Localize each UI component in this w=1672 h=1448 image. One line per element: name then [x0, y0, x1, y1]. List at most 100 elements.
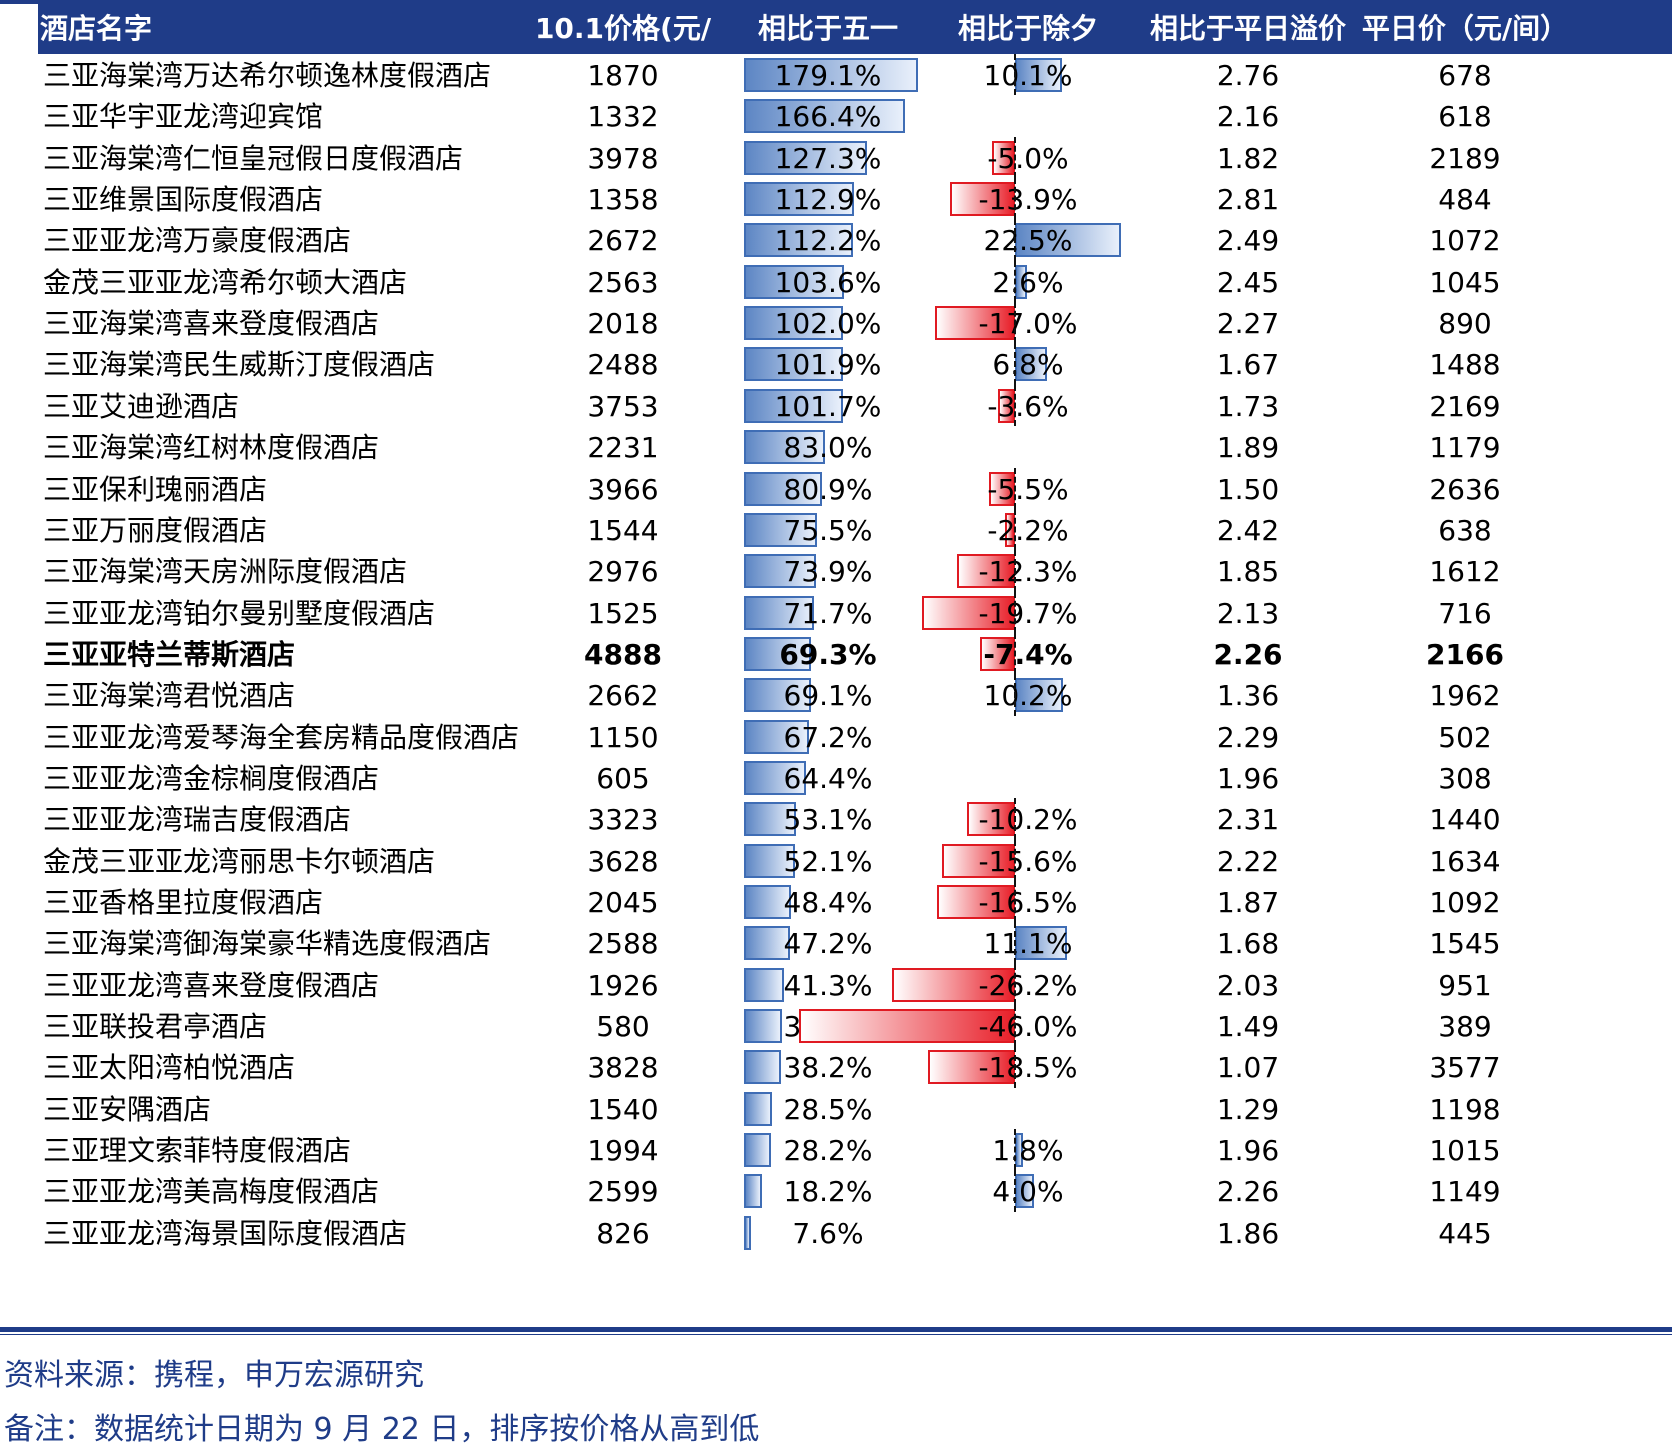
vs-eve-zero-line	[1014, 343, 1016, 385]
weekday-price-cell: 618	[1438, 100, 1492, 134]
premium-cell: 1.86	[1216, 1216, 1280, 1250]
vs-eve-zero-line	[1014, 1005, 1016, 1047]
vs-may1-bar	[744, 264, 845, 299]
hotel-name: 三亚华宇亚龙湾迎宾馆	[43, 100, 324, 134]
table-row: 三亚海棠湾喜来登度假酒店 2018 102.0% -17.0% 2.27 890	[38, 302, 1672, 346]
table-row: 三亚华宇亚龙湾迎宾馆 1332 166.4% 2.16 618	[38, 95, 1672, 139]
vs-eve-label	[938, 426, 1118, 470]
vs-may1-label: 47.2%	[783, 927, 873, 961]
vs-eve-label: -17.0%	[978, 307, 1078, 341]
bottom-rule-thin	[0, 1334, 1672, 1335]
vs-eve-zero-line	[1014, 591, 1016, 633]
price-cell: 1870	[587, 59, 659, 92]
vs-eve-label: -7.4%	[983, 637, 1073, 671]
vs-may1-label: 83.0%	[783, 431, 873, 465]
vs-eve-zero-line	[1014, 302, 1016, 344]
hotel-name: 三亚海棠湾喜来登度假酒店	[43, 307, 380, 341]
vs-eve-bar	[891, 967, 1015, 1002]
hotel-name: 三亚亚龙湾万豪度假酒店	[43, 224, 352, 258]
hotel-name: 三亚海棠湾民生威斯汀度假酒店	[43, 348, 436, 382]
vs-may1-bar	[744, 1009, 782, 1044]
price-cell: 1332	[587, 100, 659, 134]
vs-eve-bar	[1015, 1133, 1024, 1168]
vs-eve-bar	[941, 843, 1015, 878]
vs-may1-bar	[744, 471, 823, 506]
premium-cell: 2.45	[1216, 265, 1280, 299]
premium-cell: 1.85	[1216, 555, 1280, 589]
hotel-name: 三亚亚龙湾爱琴海全套房精品度假酒店	[43, 720, 520, 754]
weekday-price-cell: 1962	[1429, 679, 1501, 713]
price-cell: 826	[596, 1216, 650, 1250]
hotel-name: 三亚海棠湾天房洲际度假酒店	[43, 555, 408, 589]
vs-eve-label	[938, 716, 1118, 760]
price-cell: 2231	[587, 431, 659, 465]
vs-may1-label: 67.2%	[783, 720, 873, 754]
header-weekday: 平日价（元/间）	[1361, 12, 1569, 45]
vs-eve-label: 2.6%	[992, 265, 1064, 299]
vs-may1-bar	[744, 99, 906, 134]
premium-cell: 2.26	[1216, 1175, 1280, 1209]
table-row: 三亚亚龙湾喜来登度假酒店 1926 41.3% -26.2% 2.03 951	[38, 964, 1672, 1008]
weekday-price-cell: 1488	[1429, 348, 1501, 382]
vs-eve-label: -13.9%	[978, 183, 1078, 217]
premium-cell: 2.03	[1216, 968, 1280, 1002]
table-row: 三亚亚龙湾爱琴海全套房精品度假酒店 1150 67.2% 2.29 502	[38, 716, 1672, 760]
table-row: 三亚海棠湾御海棠豪华精选度假酒店 2588 47.2% 11.1% 1.68 1545	[38, 922, 1672, 966]
weekday-price-cell: 2169	[1429, 389, 1501, 423]
weekday-price-cell: 2166	[1426, 637, 1504, 671]
vs-eve-label: -3.6%	[987, 389, 1069, 423]
weekday-price-cell: 1149	[1429, 1175, 1501, 1209]
vs-eve-zero-line	[1014, 219, 1016, 261]
table-row: 三亚保利瑰丽酒店 3966 80.9% -5.5% 1.50 2636	[38, 468, 1672, 512]
vs-eve-bar	[798, 1009, 1015, 1044]
vs-eve-label: -5.5%	[987, 472, 1069, 506]
table-row: 金茂三亚亚龙湾希尔顿大酒店 2563 103.6% 2.6% 2.45 1045	[38, 261, 1672, 305]
vs-may1-bar	[744, 1174, 762, 1209]
weekday-price-cell: 1198	[1429, 1092, 1501, 1126]
vs-eve-label: 10.1%	[983, 59, 1073, 92]
table-row: 三亚亚龙湾瑞吉度假酒店 3323 53.1% -10.2% 2.31 1440	[38, 798, 1672, 842]
vs-eve-label: 4.0%	[992, 1175, 1064, 1209]
premium-cell: 1.07	[1216, 1051, 1280, 1085]
price-cell: 2672	[587, 224, 659, 258]
vs-may1-label: 179.1%	[774, 59, 882, 92]
premium-cell: 1.73	[1216, 389, 1280, 423]
hotel-name: 三亚香格里拉度假酒店	[43, 886, 324, 919]
vs-may1-label: 69.3%	[779, 637, 877, 671]
vs-may1-bar	[744, 1215, 752, 1250]
vs-eve-label: -16.5%	[978, 886, 1078, 919]
price-cell: 2662	[587, 679, 659, 713]
vs-may1-label: 18.2%	[783, 1175, 873, 1209]
header-premium: 相比于平日溢价率	[1149, 12, 1346, 95]
premium-cell: 1.96	[1216, 761, 1280, 795]
vs-may1-label: 127.3%	[774, 141, 882, 175]
vs-may1-bar	[744, 1050, 782, 1085]
premium-cell: 1.82	[1216, 141, 1280, 175]
price-cell: 2563	[587, 265, 659, 299]
price-cell: 2599	[587, 1175, 659, 1209]
vs-may1-label: 38.2%	[783, 1051, 873, 1085]
vs-may1-label: 48.4%	[783, 886, 873, 919]
vs-eve-zero-line	[1014, 798, 1016, 840]
vs-may1-label: 112.2%	[774, 224, 882, 258]
vs-eve-label: -46.0%	[978, 1010, 1078, 1044]
vs-eve-label	[938, 95, 1118, 139]
premium-cell: 1.49	[1216, 1010, 1280, 1044]
hotel-name: 三亚联投君亭酒店	[43, 1010, 268, 1044]
vs-may1-label: 7.6%	[792, 1216, 864, 1250]
weekday-price-cell: 638	[1438, 513, 1492, 547]
hotel-name: 三亚太阳湾柏悦酒店	[43, 1051, 296, 1085]
table-row: 三亚亚特兰蒂斯酒店 4888 69.3% -7.4% 2.26 2166	[38, 633, 1672, 677]
weekday-price-cell: 1015	[1429, 1134, 1501, 1168]
vs-eve-zero-line	[1014, 674, 1016, 716]
vs-eve-label: 10.2%	[983, 679, 1073, 713]
price-cell: 1358	[587, 183, 659, 217]
vs-may1-label: 73.9%	[783, 555, 873, 589]
vs-eve-bar	[1004, 512, 1015, 547]
hotel-name: 三亚亚特兰蒂斯酒店	[43, 637, 296, 671]
table-header: 酒店名字 10.1价格(元/间) 相比于五一 相比于除夕 相比于平日溢价率 平日…	[38, 4, 1672, 95]
premium-cell: 2.26	[1213, 637, 1283, 671]
price-cell: 3323	[587, 803, 659, 837]
weekday-price-cell: 1092	[1429, 886, 1501, 919]
table-row: 三亚海棠湾天房洲际度假酒店 2976 73.9% -12.3% 1.85 1612	[38, 550, 1672, 594]
